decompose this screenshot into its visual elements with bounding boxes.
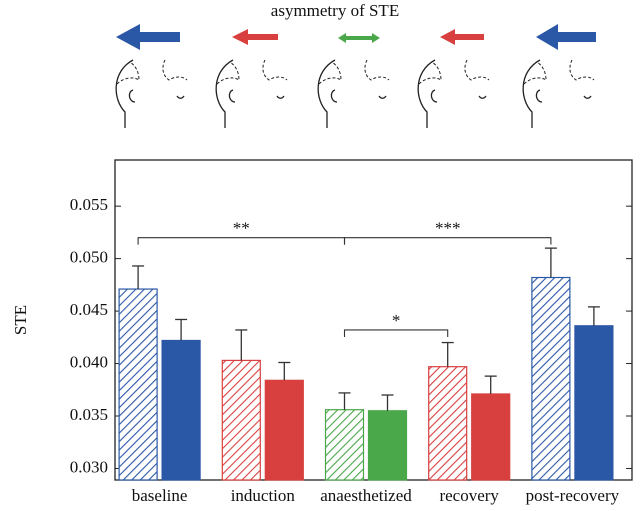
bar [118, 288, 158, 481]
eye [276, 95, 285, 99]
y-tick-label: 0.055 [70, 195, 108, 214]
bar [574, 325, 614, 481]
head [215, 59, 234, 128]
bar [161, 339, 201, 481]
y-tick-label: 0.030 [70, 457, 108, 476]
cap [464, 59, 490, 81]
cap [116, 61, 140, 85]
arrow [338, 33, 380, 43]
eye [583, 95, 592, 99]
bar [221, 359, 261, 481]
arrow [232, 29, 278, 45]
significance-bracket [343, 237, 552, 245]
cap [523, 61, 547, 85]
ear [430, 89, 438, 103]
y-tick-label: 0.040 [70, 352, 108, 371]
eye [176, 95, 185, 99]
x-tick-label: anaesthetized [320, 486, 412, 505]
significance-label: ** [233, 219, 250, 238]
ear [535, 89, 543, 103]
eye [478, 95, 487, 99]
cap [262, 59, 288, 81]
head [317, 59, 336, 128]
arrow [116, 24, 180, 50]
y-tick-label: 0.050 [70, 248, 108, 267]
x-tick-label: recovery [439, 486, 499, 505]
arrows [116, 24, 596, 50]
cap [318, 61, 342, 85]
significance-label: * [392, 311, 401, 330]
head [417, 59, 436, 128]
bar [264, 379, 304, 481]
significance-bracket [343, 329, 449, 337]
bar [531, 276, 571, 481]
head [522, 59, 541, 128]
bar [367, 410, 408, 481]
eye [378, 95, 387, 99]
ear [330, 89, 338, 103]
arrow [440, 29, 484, 45]
significance-label: *** [435, 219, 461, 238]
chart-title: asymmetry of STE [271, 1, 399, 20]
y-axis-label: STE [11, 305, 30, 335]
y-tick-label: 0.045 [70, 300, 108, 319]
ear [228, 89, 236, 103]
x-tick-label: post-recovery [526, 486, 620, 505]
bar [471, 393, 511, 481]
bar [428, 366, 468, 481]
cap [364, 59, 390, 81]
cap [162, 59, 188, 81]
bar [324, 409, 365, 481]
x-tick-label: induction [231, 486, 296, 505]
y-tick-label: 0.035 [70, 405, 108, 424]
cap [418, 61, 442, 85]
cap [569, 59, 595, 81]
ear [128, 89, 136, 103]
x-tick-label: baseline [132, 486, 188, 505]
arrow [536, 24, 596, 50]
heads [115, 59, 595, 128]
significance-bracket [137, 237, 346, 245]
head [115, 59, 134, 128]
cap [216, 61, 240, 85]
